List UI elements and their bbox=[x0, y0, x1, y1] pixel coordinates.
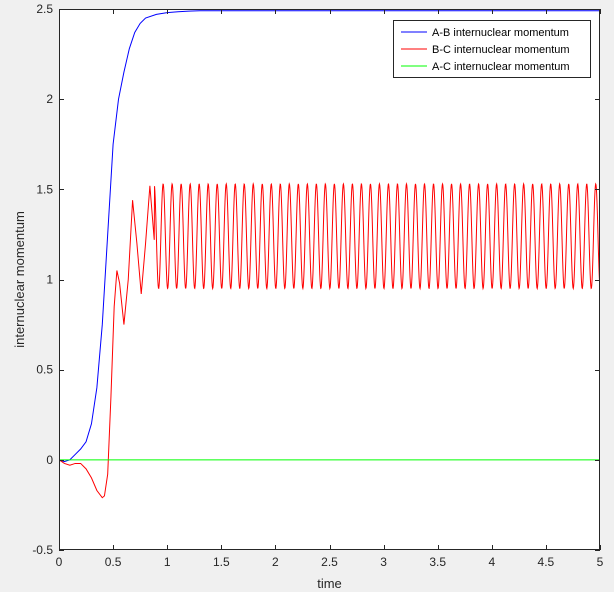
x-tick-label: 3 bbox=[380, 555, 387, 569]
y-tick-label: 1 bbox=[46, 273, 53, 287]
x-tick-label: 0.5 bbox=[105, 555, 122, 569]
x-tick-label: 4 bbox=[488, 555, 495, 569]
legend-entry-0: A-B internuclear momentum bbox=[432, 27, 569, 39]
x-axis-label: time bbox=[317, 576, 342, 591]
y-tick-label: 2.5 bbox=[36, 2, 53, 16]
x-tick-label: 0 bbox=[56, 555, 63, 569]
legend: A-B internuclear momentum B-C internuclea… bbox=[393, 20, 591, 78]
x-tick-label: 3.5 bbox=[429, 555, 446, 569]
y-tick-label: 2 bbox=[46, 92, 53, 106]
tick-layer: 0 0.5 1 1.5 2 2.5 3 3.5 4 4.5 5-0.500.511.522.5 bbox=[32, 2, 603, 569]
y-tick-label: 0.5 bbox=[36, 363, 53, 377]
x-tick-label: 4.5 bbox=[538, 555, 555, 569]
series-line-1 bbox=[59, 181, 600, 499]
legend-entry-1: B-C internuclear momentum bbox=[432, 44, 570, 56]
y-tick-label: 1.5 bbox=[36, 182, 53, 196]
legend-entry-2: A-C internuclear momentum bbox=[432, 61, 570, 73]
x-tick-label: 1 bbox=[164, 555, 171, 569]
y-axis-label: internuclear momentum bbox=[12, 211, 27, 348]
x-tick-label: 1.5 bbox=[213, 555, 230, 569]
x-tick-label: 2.5 bbox=[321, 555, 338, 569]
x-tick-label: 5 bbox=[597, 555, 604, 569]
axes-box bbox=[59, 9, 600, 550]
y-tick-label: -0.5 bbox=[32, 543, 53, 557]
x-tick-label: 2 bbox=[272, 555, 279, 569]
y-tick-label: 0 bbox=[46, 453, 53, 467]
